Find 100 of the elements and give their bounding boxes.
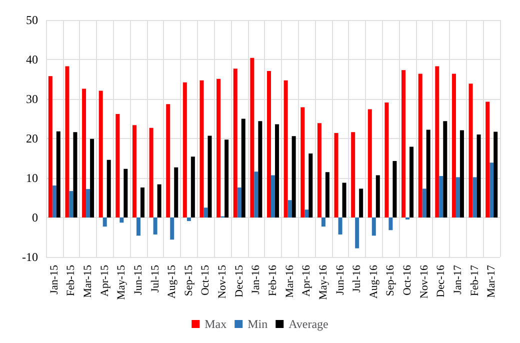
- bar: [186, 218, 191, 222]
- x-tick-label: Feb-15: [65, 264, 78, 296]
- bar: [321, 218, 326, 227]
- bar: [460, 130, 464, 218]
- bar: [153, 218, 158, 234]
- x-tick-label: Mar-15: [82, 264, 94, 298]
- bar: [368, 109, 372, 218]
- x-tick-label: Feb-17: [468, 264, 481, 296]
- x-tick-label: Dec-15: [233, 264, 246, 298]
- bar: [120, 218, 124, 223]
- bar: [237, 187, 242, 218]
- bar: [258, 121, 262, 218]
- bar: [170, 218, 174, 240]
- bar: [388, 218, 393, 230]
- bar: [422, 188, 426, 218]
- bar: [439, 176, 444, 218]
- x-tick-label: Nov-16: [418, 264, 430, 299]
- bar: [254, 172, 258, 218]
- bar: [98, 90, 103, 218]
- x-tick-label: Oct-16: [402, 264, 414, 296]
- legend-label: Min: [248, 317, 268, 331]
- bar: [490, 162, 494, 218]
- bar: [275, 124, 279, 218]
- bar: [359, 188, 364, 218]
- x-tick-label: Dec-16: [435, 264, 448, 298]
- bar: [224, 140, 229, 218]
- bar: [338, 218, 342, 234]
- bar: [82, 88, 86, 218]
- bar: [267, 70, 271, 218]
- bar: [73, 132, 78, 218]
- bar: [317, 123, 322, 218]
- x-tick-label: May-16: [317, 264, 330, 300]
- x-tick-label: Jun-15: [132, 264, 144, 295]
- bar: [124, 168, 128, 218]
- bar: [452, 74, 456, 218]
- bar: [190, 156, 195, 218]
- x-tick-label: Jan-17: [452, 264, 464, 294]
- bar: [476, 134, 481, 218]
- bar: [65, 66, 70, 218]
- y-tick-label: 30: [26, 92, 38, 106]
- y-tick-label: 50: [26, 13, 38, 27]
- y-tick-label: 40: [26, 52, 38, 66]
- bar: [325, 172, 330, 218]
- bar: [376, 175, 380, 218]
- bar: [384, 102, 389, 218]
- bar: [52, 186, 56, 218]
- x-tick-label: Jul-15: [149, 264, 162, 292]
- bar: [292, 136, 296, 218]
- bar: [48, 76, 52, 218]
- bar: [140, 187, 144, 218]
- bar: [456, 177, 460, 218]
- legend-label: Max: [204, 317, 227, 331]
- bar: [149, 128, 154, 218]
- bar: [182, 82, 187, 218]
- bar: [136, 218, 140, 236]
- bar: [250, 58, 254, 218]
- bar: [486, 102, 490, 218]
- bar: [132, 125, 136, 218]
- x-tick-label: Sep-15: [182, 264, 195, 296]
- x-tick-label: Oct-15: [200, 264, 212, 296]
- bar: [284, 80, 288, 218]
- legend-label: Average: [288, 317, 328, 331]
- bar: [372, 218, 376, 236]
- bar: [157, 184, 162, 218]
- bar: [204, 208, 208, 218]
- bar: [304, 210, 309, 218]
- x-tick-label: Aug-16: [368, 264, 380, 299]
- bar: [392, 161, 397, 218]
- x-tick-label: Sep-16: [384, 264, 397, 296]
- bar: [271, 175, 275, 218]
- bar: [216, 78, 221, 218]
- bar: [468, 84, 473, 218]
- bar: [410, 146, 414, 218]
- bar: [472, 177, 477, 218]
- bar: [288, 200, 292, 218]
- bar: [233, 68, 238, 218]
- bar: [56, 131, 60, 218]
- bar: [241, 118, 246, 218]
- bar: [90, 138, 94, 218]
- bar: [494, 132, 498, 218]
- bar: [443, 121, 448, 218]
- x-tick-label: Feb-16: [267, 264, 279, 296]
- bar: [402, 70, 406, 218]
- bar: [435, 66, 440, 218]
- bar: [300, 107, 305, 218]
- x-tick-label: Apr-15: [98, 264, 111, 297]
- bar: [174, 167, 178, 218]
- bar: [308, 154, 313, 218]
- y-tick-label: 0: [32, 210, 38, 224]
- y-tick-label: 10: [26, 171, 38, 185]
- bar: [351, 132, 356, 218]
- x-tick-label: Mar-16: [284, 264, 296, 298]
- bar: [418, 74, 422, 218]
- x-tick-label: Aug-15: [166, 264, 178, 299]
- bar: [426, 130, 430, 218]
- bar: [166, 104, 170, 218]
- bar: [208, 136, 212, 218]
- bar: [116, 114, 120, 218]
- x-tick-label: May-15: [116, 264, 128, 300]
- bar: [200, 80, 204, 218]
